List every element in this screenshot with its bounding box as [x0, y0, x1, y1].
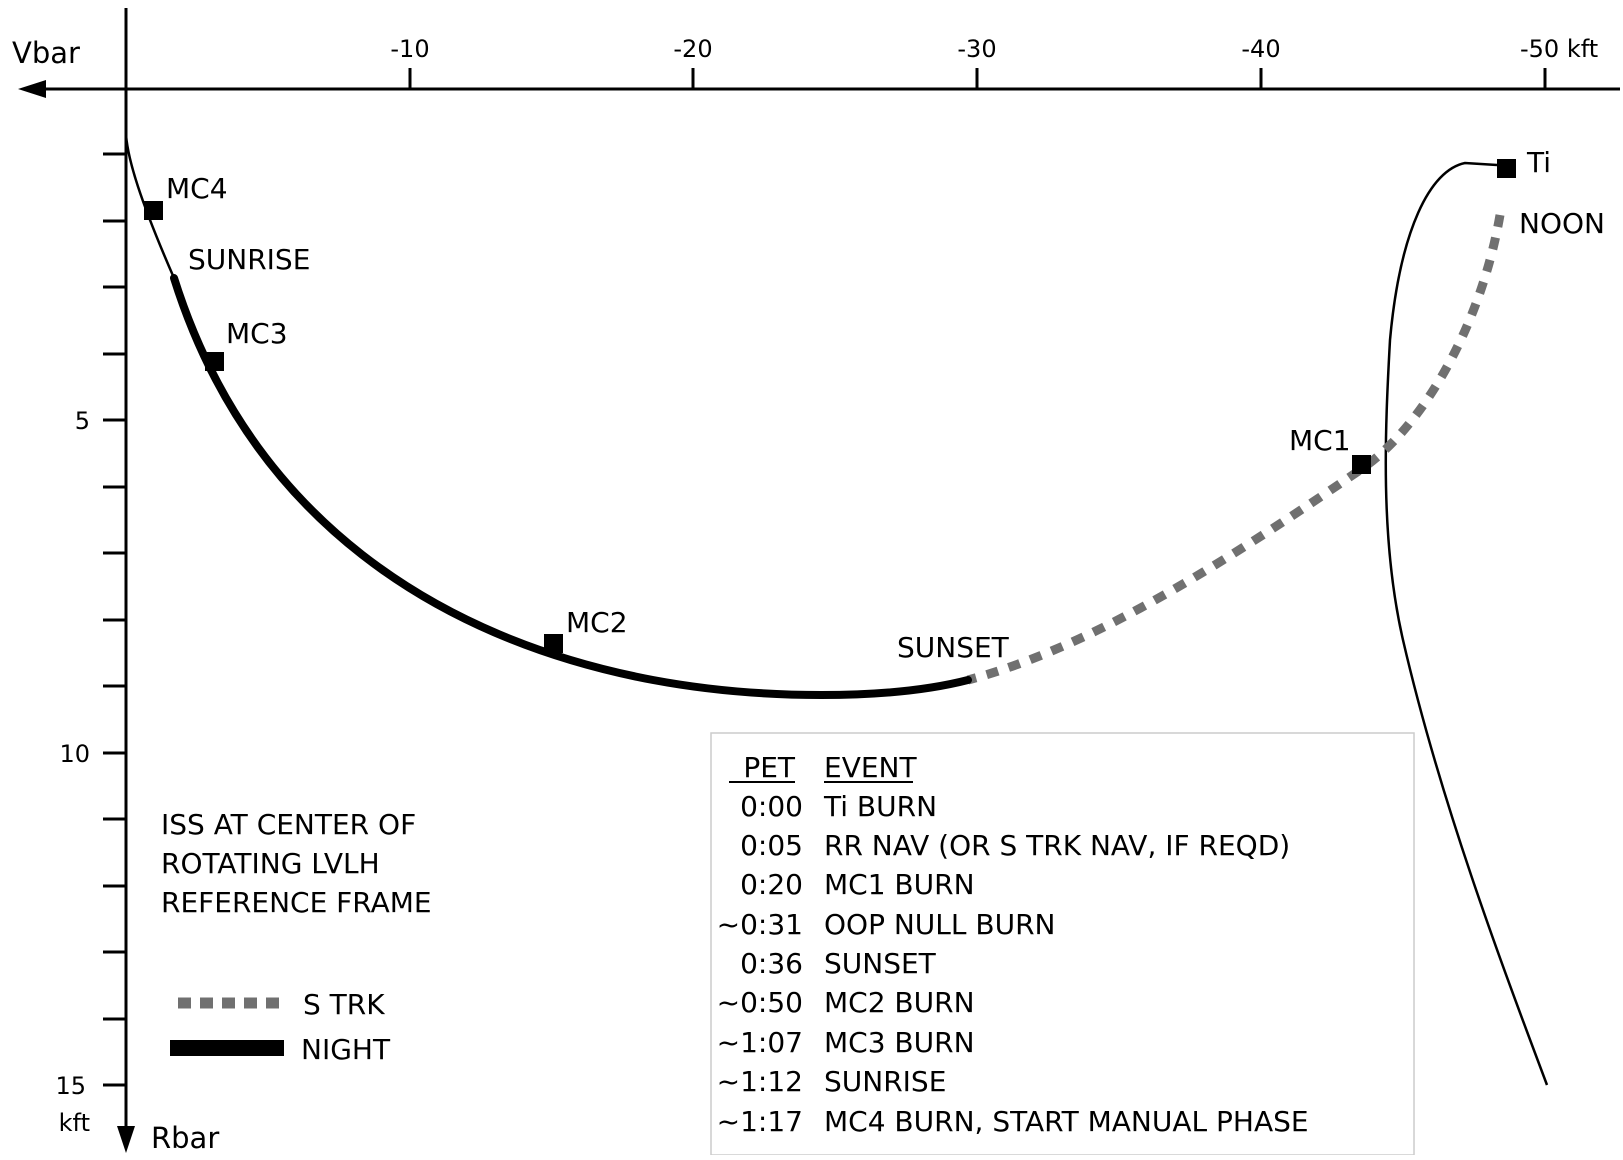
x-tick-label: -40 — [1241, 35, 1280, 63]
mc1-point-marker — [1352, 455, 1371, 474]
timeline-pet: ~0:31 — [717, 908, 803, 941]
x-tick-label: -50 kft — [1520, 35, 1598, 63]
x-tick-label: -20 — [673, 35, 712, 63]
y-tick-label: 10 — [59, 740, 90, 768]
rbar-axis: 5 10 15 kft Rbar — [55, 8, 219, 1155]
timeline-event: MC4 BURN, START MANUAL PHASE — [824, 1105, 1309, 1138]
y-tick-label: 15 — [55, 1072, 86, 1100]
event-header: EVENT — [824, 751, 917, 784]
note-line: REFERENCE FRAME — [161, 886, 432, 919]
timeline-pet: 0:05 — [740, 829, 803, 862]
note-line: ROTATING LVLH — [161, 847, 380, 880]
timeline-pet: ~1:07 — [717, 1026, 803, 1059]
event-timeline-table: PET EVENT 0:00 Ti BURN 0:05 RR NAV (OR S… — [710, 732, 1415, 1156]
timeline-event: OOP NULL BURN — [824, 908, 1056, 941]
mc1-label: MC1 — [1289, 424, 1351, 457]
legend-s-trk-label: S TRK — [303, 988, 385, 1021]
sunrise-label: SUNRISE — [188, 243, 310, 276]
rbar-title: Rbar — [151, 1121, 219, 1155]
burn-points: Ti MC1 MC2 MC3 MC4 NOON SUNSET SUNRISE — [144, 146, 1605, 664]
timeline-pet: ~0:50 — [717, 986, 803, 1019]
timeline-pet: 0:36 — [740, 947, 803, 980]
pet-header: PET — [743, 751, 796, 784]
y-tick-marks — [103, 152, 126, 1087]
timeline-event: MC1 BURN — [824, 868, 975, 901]
trajectory-final-segment — [124, 134, 176, 279]
vbar-title: Vbar — [12, 36, 80, 70]
table-frame — [710, 732, 1415, 1156]
y-unit-label: kft — [59, 1109, 90, 1137]
trajectory — [124, 134, 1549, 1086]
mc4-label: MC4 — [166, 172, 228, 205]
x-tick-label: -30 — [957, 35, 996, 63]
timeline-event: MC2 BURN — [824, 986, 975, 1019]
mc2-point-marker — [544, 634, 563, 653]
ti-point-marker — [1497, 159, 1516, 178]
mc3-label: MC3 — [226, 317, 288, 350]
vbar-axis: Vbar -10 -20 -30 -40 -50 kft — [12, 35, 1620, 98]
timeline-pet: 0:20 — [740, 868, 803, 901]
timeline-event: SUNSET — [824, 947, 937, 980]
timeline-pet: ~1:17 — [717, 1105, 803, 1138]
legend-night-label: NIGHT — [301, 1033, 391, 1066]
trajectory-night-segment — [170, 274, 972, 699]
rbar-arrow-icon — [117, 1126, 135, 1153]
x-tick-label: -10 — [390, 35, 429, 63]
trajectory-s-trk-segment — [966, 214, 1505, 685]
timeline-pet: ~1:12 — [717, 1065, 803, 1098]
mc3-point-marker — [205, 352, 224, 371]
sunset-label: SUNSET — [897, 631, 1010, 664]
note-line: ISS AT CENTER OF — [161, 808, 416, 841]
vbar-arrow-icon — [18, 80, 46, 98]
timeline-event: Ti BURN — [823, 790, 937, 823]
timeline-pet: 0:00 — [740, 790, 803, 823]
timeline-event: SUNRISE — [824, 1065, 946, 1098]
mc2-label: MC2 — [566, 606, 628, 639]
ti-label: Ti — [1526, 146, 1551, 179]
reference-frame-note: ISS AT CENTER OF ROTATING LVLH REFERENCE… — [161, 808, 432, 919]
noon-label: NOON — [1519, 207, 1605, 240]
timeline-event: RR NAV (OR S TRK NAV, IF REQD) — [824, 829, 1290, 862]
timeline-event: MC3 BURN — [824, 1026, 975, 1059]
mc4-point-marker — [144, 201, 163, 220]
y-tick-label: 5 — [75, 407, 90, 435]
legend: S TRK NIGHT — [170, 988, 391, 1066]
trajectory-approach-line — [1384, 161, 1549, 1086]
